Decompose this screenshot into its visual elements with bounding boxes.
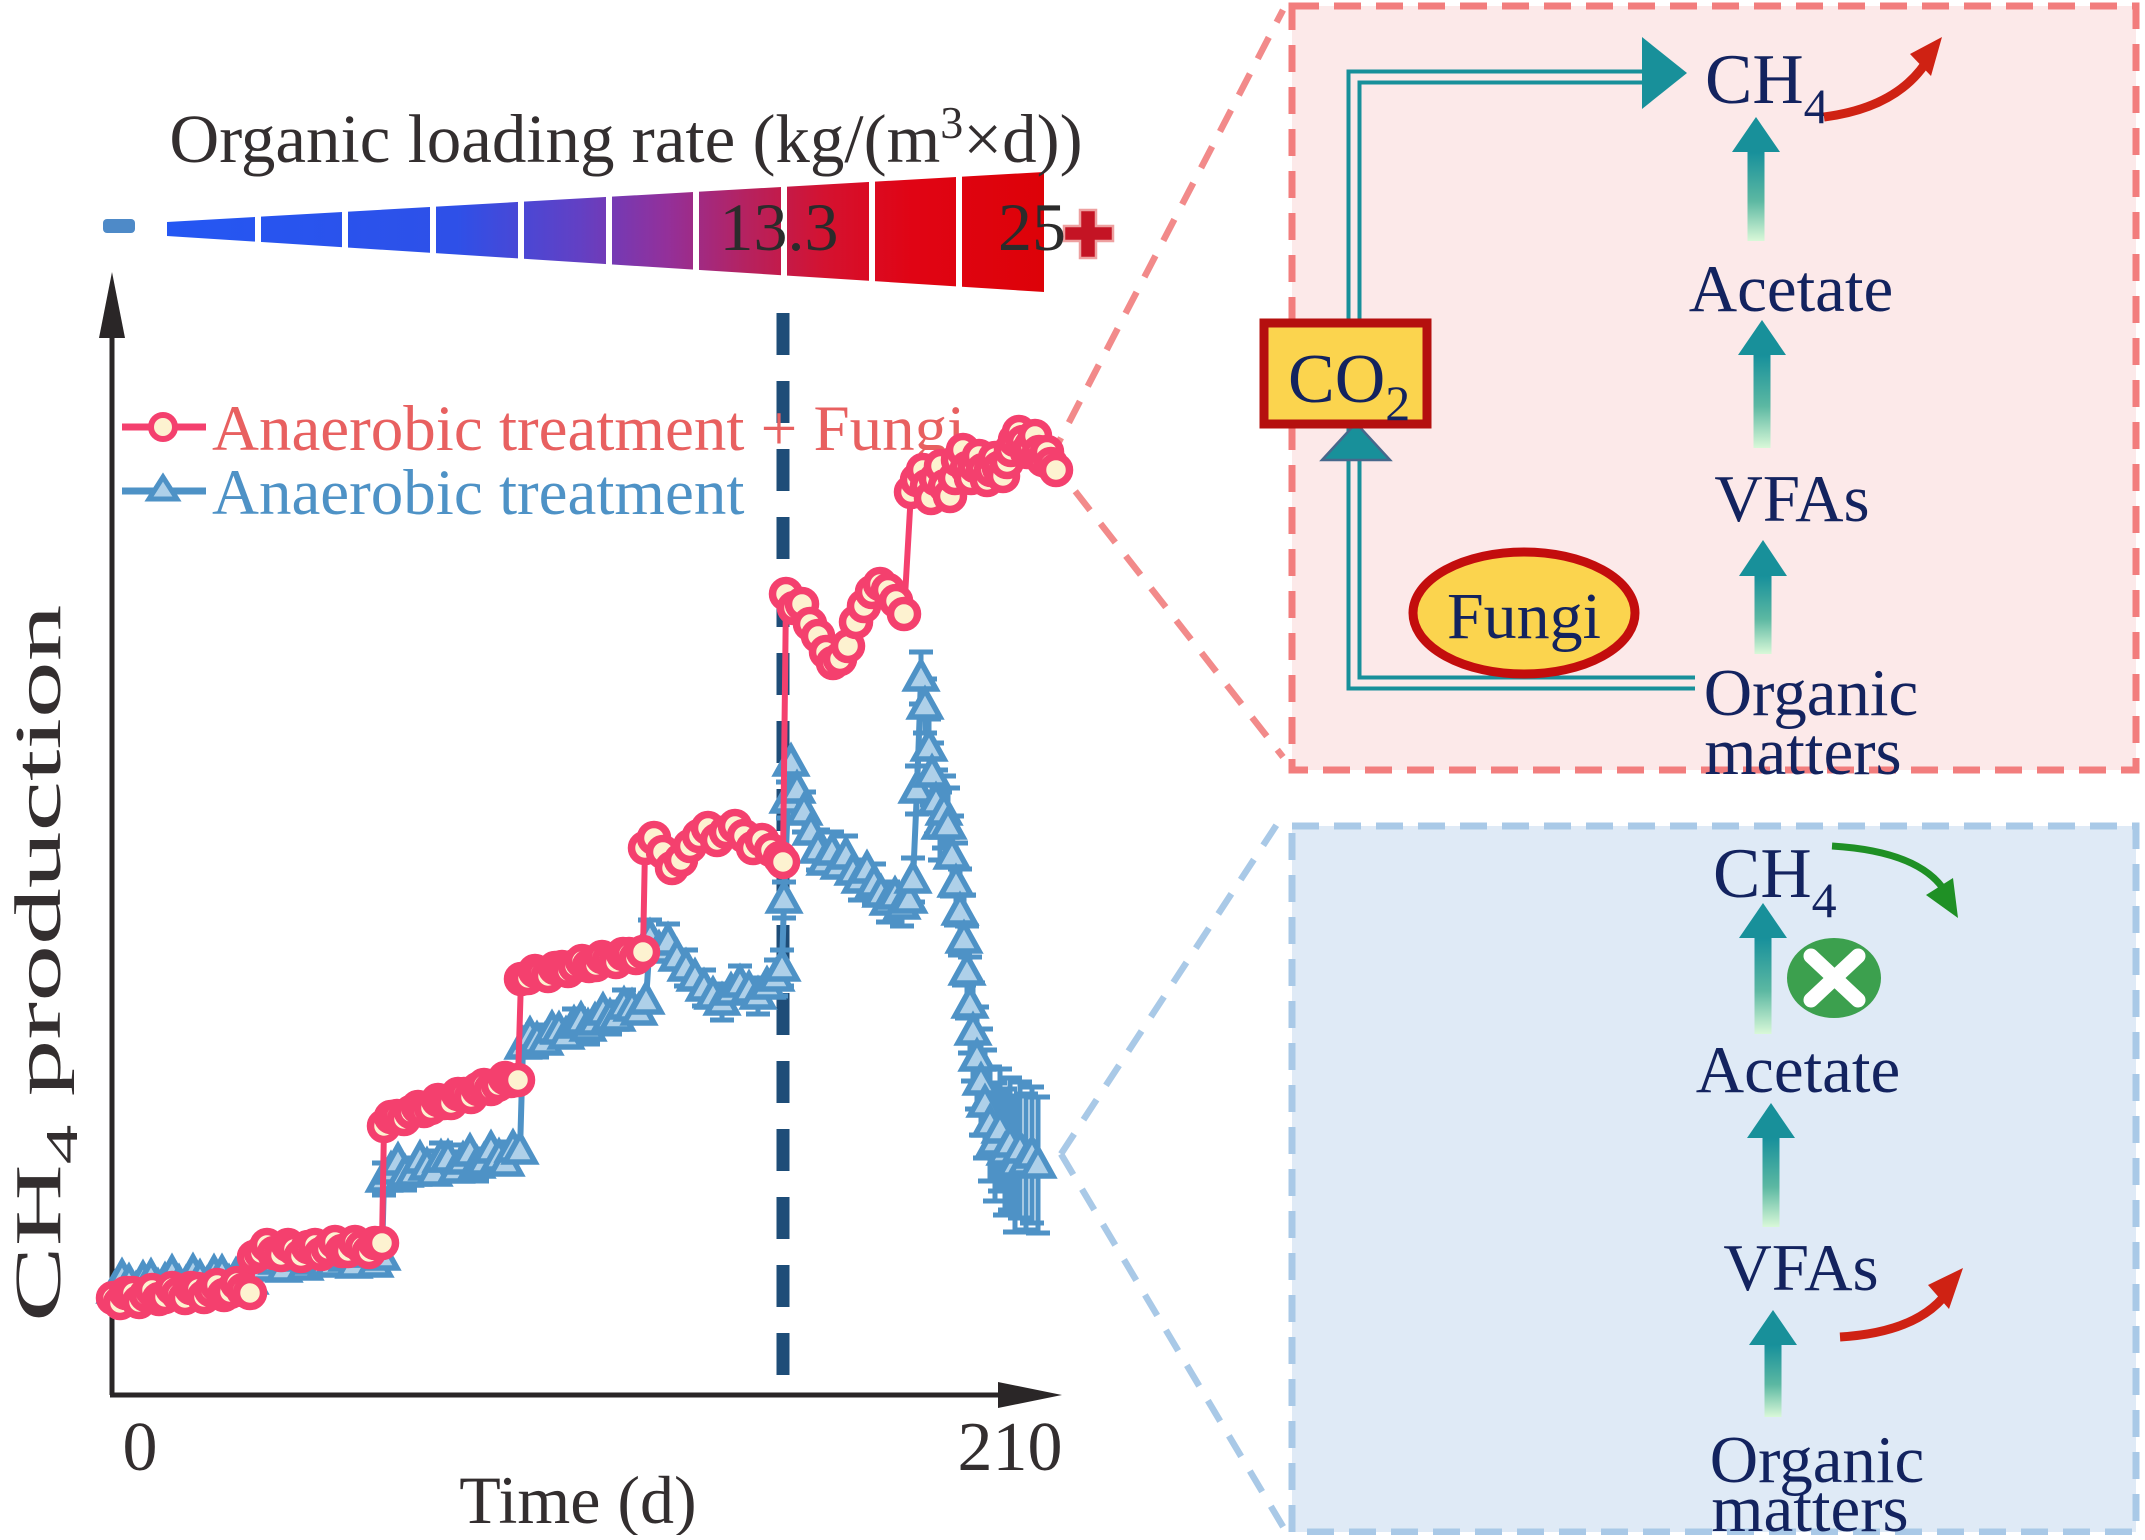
svg-text:0: 0 [123,1409,158,1486]
svg-text:matters: matters [1704,715,1901,789]
svg-text:Acetate: Acetate [1696,1033,1901,1107]
svg-text:VFAs: VFAs [1723,1231,1878,1305]
svg-text:210: 210 [958,1409,1063,1486]
svg-text:VFAs: VFAs [1714,462,1869,536]
svg-text:Fungi: Fungi [1447,580,1601,653]
svg-text:Organic: Organic [1710,1423,1925,1497]
svg-text:Organic loading rate (kg/(m3×d: Organic loading rate (kg/(m3×d)) [169,97,1082,177]
svg-text:25: 25 [998,189,1066,265]
svg-text:Anaerobic treatment + Fungi: Anaerobic treatment + Fungi [212,393,965,465]
svg-text:matters: matters [1711,1472,1908,1535]
svg-text:13.3: 13.3 [720,189,839,265]
svg-text:Time (d): Time (d) [459,1462,696,1535]
svg-text:Acetate: Acetate [1689,252,1894,326]
svg-text:CH4 production: CH4 production [2,605,87,1322]
svg-text:Anaerobic treatment: Anaerobic treatment [212,457,744,529]
svg-text:Organic: Organic [1704,656,1919,730]
